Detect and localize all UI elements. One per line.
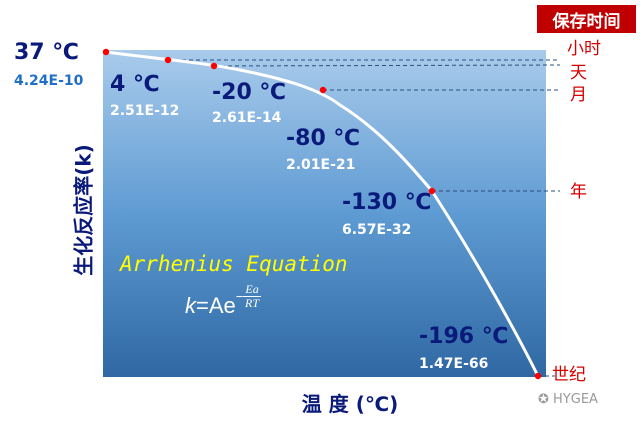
temp-label-4: 4 ℃ [110, 72, 160, 97]
temp-label-37: 37 ℃ [14, 40, 79, 65]
label-hours: 小时 [567, 39, 601, 59]
arrhenius-formula: k=Ae − Ea RT [185, 283, 261, 322]
data-point-0 [102, 48, 110, 56]
k-value-minus130: 6.57E-32 [342, 222, 412, 238]
formula-mid: =Ae [196, 293, 236, 318]
formula-exp-sign: − [235, 289, 244, 304]
plot-background [103, 50, 546, 377]
y-axis-label: 生化反应率(k) [71, 144, 96, 276]
k-value-4: 2.51E-12 [110, 103, 180, 119]
watermark: ✪ HYGEA [538, 392, 598, 407]
label-centuries: 世纪 [552, 365, 586, 385]
k-value-minus196: 1.47E-66 [419, 356, 489, 372]
decay-curve [105, 50, 540, 377]
formula-numerator: Ea [243, 282, 261, 297]
temp-label-minus196: -196 ℃ [419, 324, 509, 349]
data-point-2 [210, 62, 218, 70]
data-point-4 [428, 187, 436, 195]
data-point-5 [534, 372, 542, 380]
temp-label-minus20: -20 ℃ [212, 80, 287, 105]
k-value-minus20: 2.61E-14 [212, 110, 282, 126]
formula-k: k [185, 293, 196, 318]
k-value-minus80: 2.01E-21 [286, 157, 356, 173]
storage-time-title: 保存时间 [537, 5, 636, 33]
data-point-3 [319, 86, 327, 94]
equation-name: Arrhenius Equation [120, 252, 348, 276]
label-years: 年 [570, 182, 587, 202]
watermark-text: HYGEA [553, 392, 598, 407]
data-point-1 [164, 56, 172, 64]
temp-label-minus130: -130 ℃ [342, 190, 432, 215]
label-months: 月 [570, 85, 587, 105]
x-axis-label: 温 度 (℃) [301, 392, 399, 416]
wechat-icon: ✪ [538, 392, 554, 407]
leader-line-2 [213, 64, 561, 67]
temp-label-minus80: -80 ℃ [286, 126, 361, 151]
k-value-37: 4.24E-10 [14, 73, 84, 89]
formula-denominator: RT [245, 296, 260, 310]
label-days: 天 [570, 63, 587, 83]
